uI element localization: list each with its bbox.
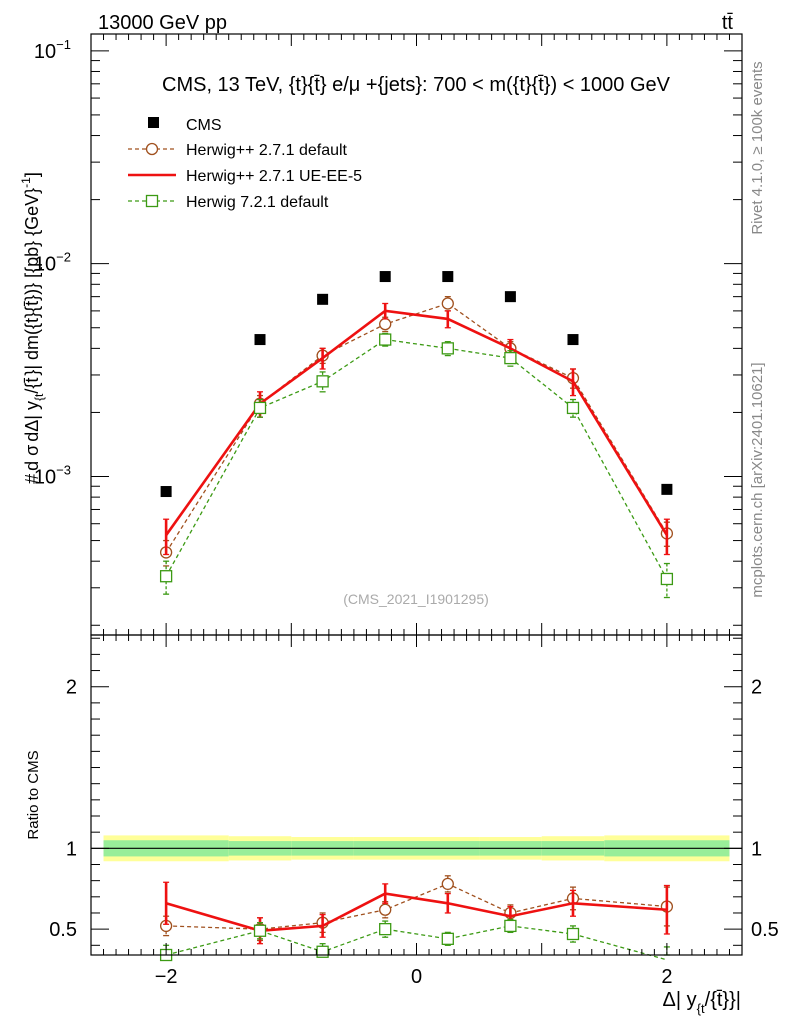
ratio-point-herwig72 <box>566 927 580 941</box>
ratio-ylabel: Ratio to CMS <box>25 750 42 839</box>
ratio-line-herwig-ueee5 <box>165 892 667 933</box>
x-tick-label: −2 <box>155 966 178 988</box>
legend-marker-herwig-default <box>145 142 159 156</box>
ratio-series-herwig-ueee5 <box>163 881 670 945</box>
main-ylabel: #d σdΔ| y{t/{t̄}| dm({t}{t̄})} [{pb} {Ge… <box>19 172 46 484</box>
main-point-cms <box>504 291 516 303</box>
ratio-y-tick-label-left: 2 <box>66 677 77 699</box>
ratio-point-herwig-default <box>441 877 454 891</box>
energy-label: 13000 GeV pp <box>98 12 227 34</box>
ratio-series-herwig72 <box>159 918 670 962</box>
y-tick-label: 10−3 <box>34 463 71 489</box>
y-tick-exponent: −2 <box>56 250 71 265</box>
main-point-cms <box>160 486 172 498</box>
y-tick-label: 10−1 <box>34 37 71 63</box>
main-point-herwig72 <box>660 572 674 586</box>
xlabel: Δ| y{t/{t̄}}| <box>663 989 741 1016</box>
y-tick-exponent: −3 <box>56 463 71 478</box>
ratio-point-herwig72 <box>504 919 517 933</box>
ratio-point-herwig72 <box>441 932 454 945</box>
main-point-herwig72 <box>441 342 454 355</box>
main-point-cms <box>317 293 329 305</box>
main-point-herwig-default <box>379 317 392 331</box>
main-point-cms <box>661 483 673 495</box>
chart-title: CMS, 13 TeV, {t}{t̄} e/μ +{jets}: 700 < … <box>162 74 671 96</box>
main-point-herwig72 <box>566 401 580 415</box>
ratio-line-herwig-default <box>166 883 667 930</box>
process-label: tt̄ <box>722 12 734 34</box>
ratio-y-tick-label-right: 2 <box>751 677 762 699</box>
legend-marker-herwig72 <box>145 194 159 208</box>
main-line-herwig72 <box>165 338 668 580</box>
main-point-herwig72 <box>316 375 329 388</box>
ratio-point-herwig-default <box>379 903 392 916</box>
main-point-cms <box>567 334 579 346</box>
mcplots-label: mcplots.cern.ch [arXiv:2401.10621] <box>749 362 766 597</box>
legend: CMS Herwig++ 2.7.1 default Herwig++ 2.7.… <box>128 117 362 211</box>
x-tick-label: 0 <box>411 966 422 988</box>
main-point-herwig72 <box>504 351 517 365</box>
x-tick-label: 2 <box>661 966 672 988</box>
ratio-panel-frame <box>90 634 743 956</box>
ratio-point-herwig72 <box>379 922 392 936</box>
header: 13000 GeV pp tt̄ <box>98 12 733 34</box>
main-series-herwig-ueee5 <box>163 302 670 556</box>
ratio-y-tick-label-right: 1 <box>751 838 762 860</box>
ratio-line-herwig72 <box>165 925 668 961</box>
main-point-herwig72 <box>159 570 173 583</box>
legend-label-herwig72: Herwig 7.2.1 default <box>186 194 329 211</box>
y-tick-exponent: −1 <box>56 37 71 52</box>
ratio-point-herwig72 <box>253 924 267 937</box>
ratio-y-tick-label-left: 1 <box>66 838 77 860</box>
main-series-herwig72 <box>159 332 674 599</box>
legend-label-herwig-ueee5: Herwig++ 2.7.1 UE-EE-5 <box>186 168 362 185</box>
main-point-herwig72 <box>253 401 267 415</box>
y-tick-label: 10−2 <box>34 250 71 276</box>
legend-label-cms: CMS <box>186 117 222 134</box>
ratio-point-herwig72 <box>316 945 329 958</box>
ratio-series-herwig-default <box>159 875 674 942</box>
main-point-cms <box>379 271 391 283</box>
main-line-herwig-ueee5 <box>165 309 668 536</box>
main-point-herwig72 <box>379 333 392 346</box>
main-point-herwig-default <box>441 297 454 310</box>
y-tick-base: 10 <box>34 254 56 276</box>
y-tick-base: 10 <box>34 41 56 63</box>
main-series-herwig-default <box>159 295 674 567</box>
legend-label-herwig-default: Herwig++ 2.7.1 default <box>186 142 348 159</box>
main-point-cms <box>254 334 266 346</box>
y-tick-base: 10 <box>34 467 56 489</box>
ratio-y-tick-label-left: 0.5 <box>49 919 77 941</box>
legend-marker-cms <box>148 117 159 128</box>
rivet-label: Rivet 4.1.0, ≥ 100k events <box>749 61 766 234</box>
ratio-y-tick-label-right: 0.5 <box>751 919 779 941</box>
main-point-cms <box>442 271 454 283</box>
watermark: (CMS_2021_I1901295) <box>343 591 489 607</box>
